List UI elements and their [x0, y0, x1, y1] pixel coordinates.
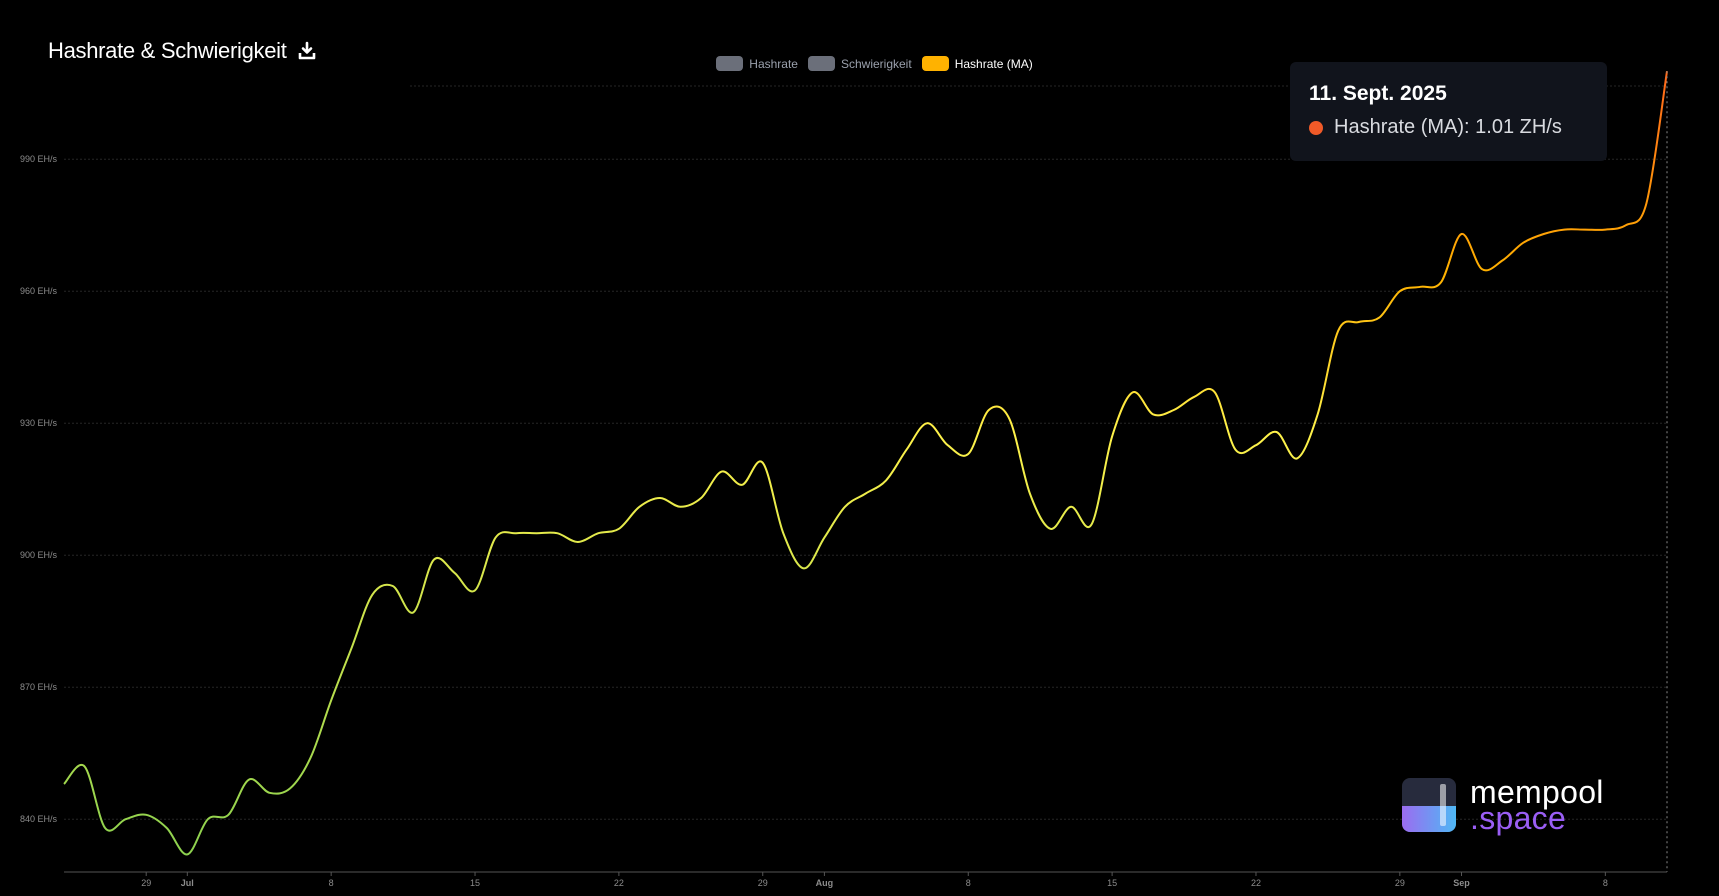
series-line-hashrate-ma	[63, 71, 1668, 856]
tooltip-date: 11. Sept. 2025	[1309, 82, 1447, 105]
x-tick-label: 22	[614, 878, 624, 888]
legend-label-hashrate: Hashrate	[749, 56, 798, 71]
chart-legend: Hashrate Schwierigkeit Hashrate (MA)	[0, 56, 1719, 71]
x-tick-label: 15	[1107, 878, 1117, 888]
legend-swatch-difficulty	[807, 56, 835, 71]
y-tick-label: 870 EH/s	[20, 682, 58, 692]
x-tick-label: 8	[1603, 878, 1608, 888]
y-tick-label: 900 EH/s	[20, 550, 58, 560]
logo-line2: .space	[1470, 800, 1567, 836]
x-tick-label: 15	[470, 878, 480, 888]
logo-bar	[1440, 784, 1446, 826]
tooltip-value: Hashrate (MA): 1.01 ZH/s	[1334, 116, 1562, 138]
x-tick-label: Sep	[1453, 878, 1470, 888]
y-axis: 840 EH/s 870 EH/s 900 EH/s 930 EH/s 960 EH/s…	[20, 154, 58, 824]
x-tick-label: 29	[758, 878, 768, 888]
mempool-logo: mempool .space	[1402, 774, 1604, 836]
legend-item-hashrate-ma[interactable]: Hashrate (MA)	[921, 56, 1033, 71]
grid-lines	[64, 85, 1667, 820]
y-tick-label: 960 EH/s	[20, 286, 58, 296]
tooltip-row: Hashrate (MA): 1.01 ZH/s	[1309, 116, 1588, 139]
legend-item-difficulty[interactable]: Schwierigkeit	[807, 56, 912, 71]
legend-label-difficulty: Schwierigkeit	[840, 56, 912, 71]
chart-title: Hashrate & Schwierigkeit	[48, 38, 317, 64]
x-tick-label: 22	[1251, 878, 1261, 888]
x-tick-label: 29	[1395, 878, 1405, 888]
logo-band	[1402, 806, 1456, 832]
legend-swatch-hashrate	[716, 56, 744, 71]
x-tick-label: 29	[141, 878, 151, 888]
x-tick-label: 8	[966, 878, 971, 888]
chart-title-text: Hashrate & Schwierigkeit	[48, 38, 287, 63]
legend-label-hashrate-ma: Hashrate (MA)	[954, 56, 1033, 71]
y-tick-label: 930 EH/s	[20, 418, 58, 428]
x-tick-label: 8	[329, 878, 334, 888]
y-tick-label: 990 EH/s	[20, 154, 58, 164]
legend-item-hashrate[interactable]: Hashrate	[716, 56, 798, 71]
series-layer	[63, 71, 1668, 856]
logo-text: mempool .space	[1470, 774, 1604, 836]
x-tick-label: Jul	[181, 878, 194, 888]
x-tick-label: Aug	[816, 878, 834, 888]
x-axis: 29 Jul 8 15 22 29 Aug 8 15 22 29 Sep 8	[64, 871, 1667, 888]
legend-swatch-hashrate-ma	[921, 56, 949, 71]
tooltip-series-dot	[1309, 120, 1323, 135]
logo-line1: mempool	[1470, 774, 1604, 810]
mempool-logo-mark	[1402, 778, 1456, 832]
download-icon[interactable]	[297, 41, 317, 61]
chart-tooltip: 11. Sept. 2025 Hashrate (MA): 1.01 ZH/s	[1290, 62, 1607, 161]
y-tick-label: 840 EH/s	[20, 814, 58, 824]
